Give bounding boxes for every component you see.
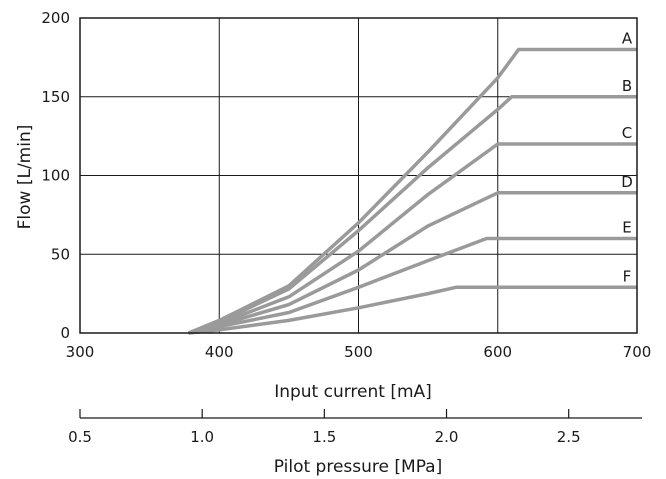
x-tick-label: 600 [483,343,512,361]
series-label-E: E [622,219,631,237]
y-tick-label: 100 [41,167,70,185]
series-labels: A B C D E F [621,30,633,286]
y-tick-label: 50 [51,245,70,263]
series-label-F: F [623,267,632,285]
series-lines [187,47,637,335]
series-line-E [188,236,637,335]
x-tick-label: 400 [205,343,234,361]
secondary-tick-label: 2.5 [557,428,581,446]
series-line-D [188,191,637,335]
series-line-B [188,95,637,335]
x-tick-label: 700 [623,343,652,361]
series-label-B: B [622,77,632,95]
plot-frame [79,17,638,334]
y-tick-label: 150 [41,88,70,106]
secondary-tick-label: 2.0 [435,428,459,446]
series-label-C: C [622,124,632,142]
y-axis-title: Flow [L/min] [15,125,35,230]
x-axis-title: Input current [mA] [274,382,432,402]
secondary-tick-label: 1.0 [190,428,214,446]
secondary-tick-label: 1.5 [312,428,336,446]
secondary-x-axis-title: Pilot pressure [MPa] [274,457,442,477]
secondary-tick-label: 0.5 [68,428,92,446]
series-label-D: D [621,173,633,191]
y-tick-label: 0 [60,324,70,342]
y-tick-label: 200 [41,9,70,27]
gridlines [80,18,637,333]
x-tick-label: 300 [66,343,95,361]
series-line-F [188,285,637,335]
tick-labels: 300 400 500 600 700 0 50 100 150 200 [41,9,651,361]
secondary-axis: 0.5 1.0 1.5 2.0 2.5 [68,409,642,446]
series-label-A: A [622,30,633,48]
x-tick-label: 500 [344,343,373,361]
